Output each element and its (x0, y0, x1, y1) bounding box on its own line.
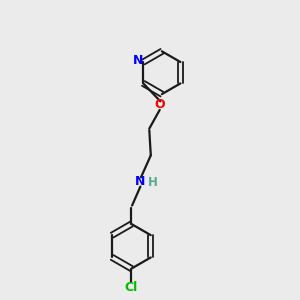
Text: H: H (148, 176, 158, 189)
Text: O: O (154, 98, 165, 111)
Text: Cl: Cl (125, 281, 138, 294)
Text: N: N (135, 175, 146, 188)
Text: N: N (133, 54, 143, 67)
